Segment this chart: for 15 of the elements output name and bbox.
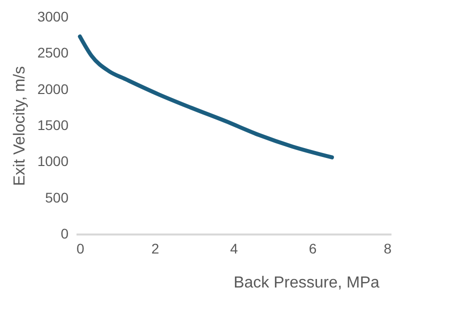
x-tick-label: 6 xyxy=(308,240,317,256)
y-tick-label: 1500 xyxy=(37,117,69,133)
x-tick-label: 4 xyxy=(230,240,238,256)
y-tick-label: 2000 xyxy=(37,80,69,97)
y-tick-label: 2500 xyxy=(37,44,69,61)
x-tick-label: 8 xyxy=(384,240,392,256)
y-tick-label: 0 xyxy=(60,226,69,242)
x-tick-label: 0 xyxy=(76,240,84,256)
y-tick-label: 3000 xyxy=(37,8,69,24)
y-tick-label: 500 xyxy=(45,189,69,206)
y-axis-title: Exit Velocity, m/s xyxy=(11,66,28,186)
x-tick-label: 2 xyxy=(151,240,160,256)
x-axis-title: Back Pressure, MPa xyxy=(234,274,380,292)
y-tick-label: 1000 xyxy=(37,153,69,170)
line-series xyxy=(78,34,334,160)
